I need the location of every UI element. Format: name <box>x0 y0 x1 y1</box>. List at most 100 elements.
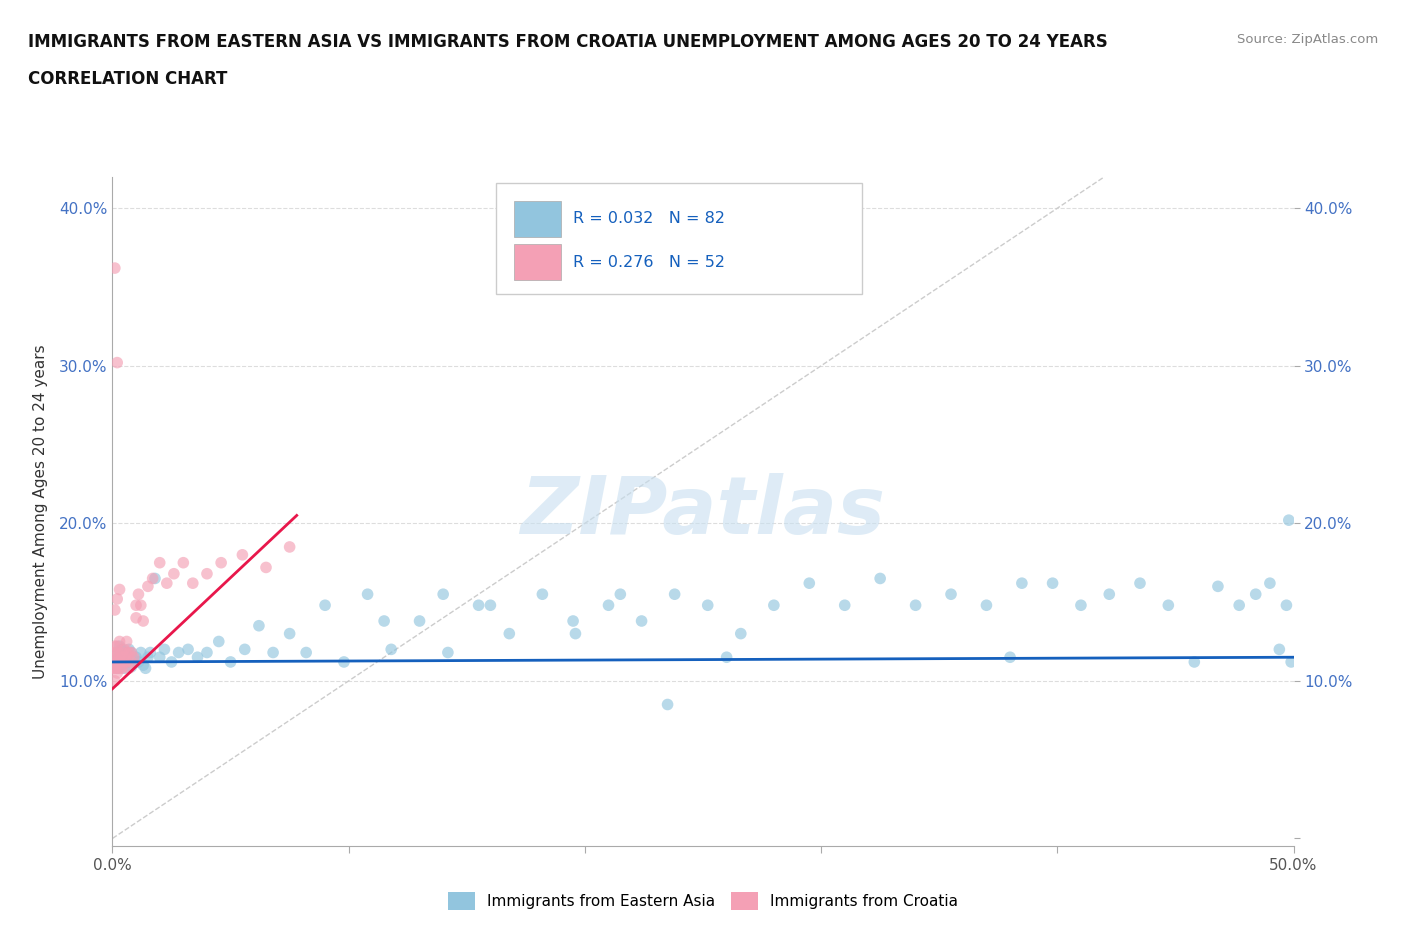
Point <box>562 614 585 629</box>
Point <box>564 626 586 641</box>
Point <box>233 642 256 657</box>
Point <box>112 645 135 660</box>
Point <box>104 260 127 275</box>
Point <box>104 645 127 660</box>
Point <box>186 650 208 665</box>
Point <box>105 639 128 654</box>
Point <box>869 571 891 586</box>
Point <box>129 598 152 613</box>
Point <box>716 650 738 665</box>
Point <box>149 650 172 665</box>
Point <box>115 655 138 670</box>
Point <box>125 598 148 613</box>
Point <box>295 645 318 660</box>
Text: Source: ZipAtlas.com: Source: ZipAtlas.com <box>1237 33 1378 46</box>
Point <box>1011 576 1033 591</box>
Point <box>118 642 141 657</box>
Point <box>1268 642 1291 657</box>
Point <box>834 598 856 613</box>
Point <box>208 634 231 649</box>
Point <box>105 655 128 670</box>
Y-axis label: Unemployment Among Ages 20 to 24 years: Unemployment Among Ages 20 to 24 years <box>32 344 48 679</box>
Point <box>105 645 128 660</box>
Point <box>181 576 204 591</box>
Point <box>115 650 138 665</box>
Point <box>156 576 179 591</box>
Point <box>108 650 131 665</box>
Point <box>762 598 785 613</box>
Point <box>142 571 165 586</box>
Point <box>314 598 336 613</box>
Point <box>127 587 149 602</box>
Point <box>105 666 128 681</box>
Point <box>104 673 127 688</box>
Point <box>231 548 253 563</box>
Point <box>112 655 135 670</box>
Point <box>730 626 752 641</box>
Point <box>111 658 134 672</box>
Point <box>111 645 134 660</box>
FancyBboxPatch shape <box>515 201 561 237</box>
Point <box>467 598 489 613</box>
Point <box>262 645 284 660</box>
Text: R = 0.276   N = 52: R = 0.276 N = 52 <box>574 255 725 270</box>
Point <box>160 655 183 670</box>
Point <box>115 634 138 649</box>
Point <box>112 642 135 657</box>
Point <box>1227 598 1250 613</box>
Point <box>132 658 155 672</box>
Point <box>278 626 301 641</box>
Point <box>105 661 128 676</box>
Point <box>904 598 927 613</box>
Point <box>136 578 159 593</box>
Point <box>1278 512 1301 527</box>
Point <box>209 555 232 570</box>
Point <box>135 661 157 676</box>
Point <box>498 626 520 641</box>
Point <box>408 614 430 629</box>
Point <box>108 661 131 676</box>
Point <box>111 655 134 670</box>
Point <box>127 655 149 670</box>
Point <box>1042 576 1064 591</box>
Point <box>120 655 142 670</box>
Point <box>799 576 821 591</box>
Point <box>129 645 152 660</box>
Point <box>111 642 134 657</box>
Point <box>163 566 186 581</box>
Point <box>998 650 1021 665</box>
FancyBboxPatch shape <box>496 183 862 294</box>
Point <box>136 650 159 665</box>
Point <box>167 645 190 660</box>
Text: ZIPatlas: ZIPatlas <box>520 472 886 551</box>
Point <box>108 634 131 649</box>
Point <box>1157 598 1180 613</box>
Point <box>120 659 142 674</box>
Point <box>1258 576 1281 591</box>
Point <box>1206 578 1229 593</box>
Point <box>609 587 631 602</box>
Point <box>1070 598 1092 613</box>
Point <box>118 661 141 676</box>
Point <box>112 650 135 665</box>
Point <box>278 539 301 554</box>
Point <box>105 591 128 606</box>
Text: R = 0.032   N = 82: R = 0.032 N = 82 <box>574 211 725 226</box>
Point <box>1098 587 1121 602</box>
Point <box>1244 587 1267 602</box>
Point <box>1182 655 1205 670</box>
Point <box>125 610 148 625</box>
Text: CORRELATION CHART: CORRELATION CHART <box>28 70 228 87</box>
Point <box>112 661 135 676</box>
FancyBboxPatch shape <box>515 245 561 281</box>
Point <box>115 655 138 670</box>
Point <box>111 661 134 676</box>
Point <box>143 571 166 586</box>
Point <box>598 598 620 613</box>
Point <box>172 555 194 570</box>
Point <box>219 655 242 670</box>
Point <box>108 639 131 654</box>
Point <box>149 555 172 570</box>
Point <box>976 598 998 613</box>
Point <box>356 587 378 602</box>
